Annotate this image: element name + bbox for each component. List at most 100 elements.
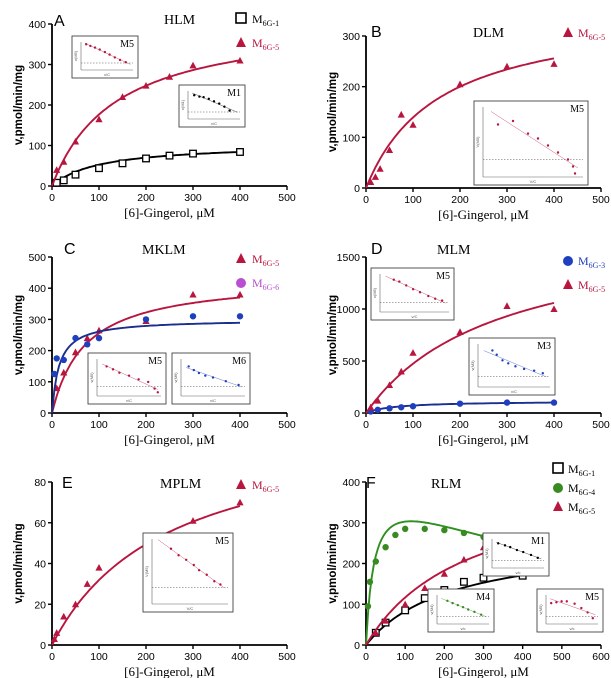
inset-point bbox=[526, 132, 530, 135]
y-tick-label: 200 bbox=[342, 559, 360, 571]
x-tick-label: 0 bbox=[49, 192, 55, 204]
data-point-M6G-5 bbox=[371, 173, 379, 180]
data-point-M6G-1 bbox=[401, 606, 410, 615]
inset-point bbox=[573, 602, 576, 605]
fit-curve-M6G-5 bbox=[365, 301, 555, 414]
inset-point bbox=[591, 617, 594, 620]
inset-point bbox=[219, 583, 222, 586]
panel-letter-B: B bbox=[371, 24, 382, 41]
data-point-M6G-4 bbox=[372, 558, 379, 565]
x-tick-label: 300 bbox=[475, 651, 493, 663]
panel-A: A HLM 0 100 200 300 400 500 0 100 200 300 400 [6]-G… bbox=[13, 12, 296, 220]
inset-point bbox=[532, 369, 536, 372]
x-tick-label: 400 bbox=[545, 419, 563, 431]
inset-point bbox=[147, 380, 150, 384]
x-tick-label: 200 bbox=[451, 419, 469, 431]
data-point-M6G-1 bbox=[459, 577, 468, 586]
legend-C: M6G-5 M6G-6 bbox=[236, 252, 279, 292]
x-tick-label: 200 bbox=[451, 194, 469, 206]
legend-marker-M6G-1 bbox=[235, 12, 247, 24]
y-tick-label: 300 bbox=[342, 31, 360, 43]
inset-point bbox=[560, 600, 563, 603]
legend-label-M6G-5: M6G-5 bbox=[568, 500, 595, 516]
inset-point bbox=[536, 556, 539, 560]
inset-point bbox=[218, 102, 221, 105]
panel-title-E: MPLM bbox=[160, 477, 202, 492]
inset-x-label: v/C bbox=[210, 398, 216, 403]
data-point-M6G-3 bbox=[398, 404, 405, 411]
inset-x-label: v/C bbox=[126, 398, 132, 403]
x-tick-label: 0 bbox=[363, 419, 369, 431]
data-point-M6G-6 bbox=[95, 334, 103, 342]
y-tick-label: 300 bbox=[28, 314, 46, 326]
inset-regression-line bbox=[490, 111, 579, 169]
inset-point bbox=[124, 60, 127, 64]
inset-frame bbox=[171, 352, 251, 405]
inset-point bbox=[118, 58, 122, 62]
x-tick-label: 300 bbox=[498, 194, 516, 206]
inset-point bbox=[529, 553, 533, 557]
data-point-M6G-6 bbox=[189, 313, 197, 320]
legend-D: M6G-3 M6G-5 bbox=[563, 254, 605, 294]
inset-point bbox=[93, 46, 97, 49]
inset-point bbox=[177, 554, 180, 557]
data-point-M6G-5 bbox=[83, 334, 91, 342]
inset-M5: M5 V/C V(M5) bbox=[142, 532, 234, 613]
x-tick-label: 400 bbox=[514, 651, 532, 663]
y-tick-label: 1000 bbox=[337, 304, 361, 316]
data-point-M6G-5 bbox=[189, 61, 197, 69]
inset-M3: M3 v/C v(M3) bbox=[468, 337, 556, 396]
data-point-M6G-1 bbox=[165, 151, 174, 160]
y-axis-label: v,pmol/min/mg bbox=[327, 523, 339, 603]
legend-B: M6G-5 bbox=[563, 26, 605, 42]
inset-y-label: v(M1) bbox=[180, 99, 185, 110]
y-tick-label: 0 bbox=[354, 408, 360, 420]
legend-label-M6G-5: M6G-5 bbox=[252, 36, 279, 52]
inset-frame bbox=[142, 532, 234, 613]
inset-label: M5 bbox=[436, 271, 450, 282]
inset-label: M6 bbox=[232, 356, 246, 367]
data-point-M6G-3 bbox=[456, 400, 464, 407]
data-point-M6G-5 bbox=[372, 629, 380, 636]
inset-point bbox=[496, 123, 500, 126]
legend-label-M6G-3: M6G-3 bbox=[578, 254, 605, 270]
inset-point bbox=[473, 610, 476, 614]
data-point-M6G-1 bbox=[71, 170, 80, 179]
inset-point bbox=[392, 278, 395, 281]
data-point-M6G-5 bbox=[550, 60, 558, 67]
inset-point bbox=[118, 371, 121, 374]
inset-label: M5 bbox=[215, 536, 229, 547]
x-tick-label: 100 bbox=[90, 192, 108, 204]
inset-point bbox=[105, 365, 108, 368]
y-tick-label: 60 bbox=[34, 518, 46, 530]
inset-x-label: V/C bbox=[530, 179, 537, 184]
inset-y-label: v(M5) bbox=[372, 287, 377, 298]
inset-point bbox=[113, 56, 117, 59]
data-point-M6G-5 bbox=[550, 305, 558, 313]
data-point-M6G-5 bbox=[409, 121, 417, 128]
inset-M5: M5 v/C v(M5) bbox=[71, 35, 139, 79]
legend-marker-M6G-4 bbox=[553, 483, 563, 493]
data-point-M6G-5 bbox=[397, 110, 405, 118]
inset-point bbox=[480, 613, 483, 616]
inset-y-label: V(M5) bbox=[475, 136, 480, 148]
inset-frame bbox=[536, 588, 604, 633]
legend-A: M6G-1 M6G-5 bbox=[235, 12, 279, 52]
inset-point bbox=[228, 109, 231, 112]
y-axis-label: v,pmol/min/mg bbox=[327, 72, 339, 152]
inset-point bbox=[565, 600, 568, 603]
inset-y-label: v(M5) bbox=[73, 50, 78, 61]
x-axis-label: [6]-Gingerol, μM bbox=[438, 664, 529, 678]
inset-point bbox=[541, 372, 544, 375]
y-tick-label: 100 bbox=[342, 599, 360, 611]
inset-point bbox=[156, 391, 159, 394]
data-point-M6G-5 bbox=[421, 584, 429, 592]
legend-marker-M6G-5 bbox=[236, 37, 246, 47]
inset-point bbox=[213, 580, 216, 583]
data-point-M6G-4 bbox=[392, 531, 399, 539]
inset-point bbox=[411, 288, 415, 291]
x-tick-label: 500 bbox=[278, 192, 296, 204]
data-point-M6G-5 bbox=[60, 368, 68, 376]
data-point-M6G-5 bbox=[381, 616, 390, 624]
